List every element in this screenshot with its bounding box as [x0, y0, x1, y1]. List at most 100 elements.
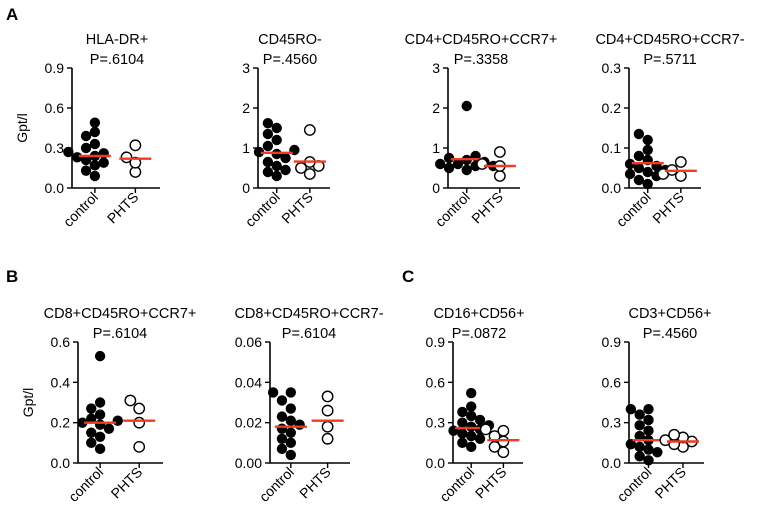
data-point-control [276, 395, 288, 406]
data-point-control [474, 433, 486, 444]
data-point-control [474, 414, 486, 426]
chart-title: CD4+CD45RO+CCR7- [595, 32, 744, 48]
y-tick-label: 0.4 [51, 374, 71, 390]
y-tick-label: 0.6 [45, 100, 65, 116]
data-point-phts [133, 402, 146, 415]
data-point-control [89, 117, 101, 128]
data-point-control [633, 174, 645, 186]
chart-panel-4: CD4+CD45RO+CCR7-P=.57110.00.10.20.3contr… [595, 32, 744, 230]
data-point-control [643, 425, 654, 436]
x-category-label-phts: PHTS [108, 464, 146, 502]
data-point-phts [133, 440, 146, 453]
y-tick-label: 0.3 [602, 60, 622, 76]
data-point-control [624, 158, 636, 170]
data-point-control [89, 138, 101, 150]
data-point-control [435, 158, 446, 170]
data-point-control [634, 430, 645, 442]
data-point-control [633, 162, 645, 174]
y-tick-label: 0.1 [602, 140, 622, 156]
data-point-control [89, 126, 101, 138]
y-tick-label: 0.6 [51, 334, 71, 350]
data-point-control [86, 413, 97, 424]
y-tick-label: 0.2 [51, 415, 71, 431]
data-point-control [80, 130, 92, 142]
data-point-control [285, 437, 296, 449]
data-point-control [285, 427, 296, 438]
data-point-control [652, 447, 663, 458]
data-point-phts [674, 156, 687, 168]
data-point-control [280, 164, 291, 176]
data-point-control [276, 443, 288, 455]
data-point-control [294, 419, 305, 430]
data-point-control [276, 423, 288, 434]
y-tick-label: 0.00 [235, 455, 262, 471]
chart-title: CD8+CD45RO+CCR7- [234, 306, 383, 322]
y-tick-label: 0.0 [602, 455, 622, 471]
panel-letter-a: A [6, 5, 18, 24]
data-point-control [466, 421, 477, 432]
x-category-label-control: control [256, 464, 297, 505]
x-category-label-phts: PHTS [104, 189, 142, 227]
chart-title: CD3+CD56+ [628, 306, 711, 322]
p-value-label: P=.5711 [643, 52, 696, 68]
data-point-control [466, 441, 477, 453]
data-point-control [94, 409, 106, 420]
data-point-control [262, 140, 274, 152]
data-point-control [80, 165, 92, 176]
p-value-label: P=.4560 [643, 326, 697, 342]
p-value-label: P=.4560 [263, 52, 317, 68]
data-point-control [643, 404, 654, 415]
y-tick-label: 0.0 [426, 455, 446, 471]
data-point-control [63, 146, 74, 158]
y-tick-label: 2 [242, 100, 250, 116]
y-tick-label: 0.02 [235, 415, 262, 431]
y-tick-label: 0.6 [426, 374, 446, 390]
data-point-control [443, 152, 455, 164]
chart-title: CD16+CD56+ [433, 306, 524, 322]
p-value-label: P=.3358 [454, 52, 508, 68]
data-point-control [642, 166, 653, 178]
x-category-label-phts: PHTS [468, 189, 506, 227]
y-tick-label: 0.9 [426, 334, 446, 350]
data-point-phts [303, 168, 316, 180]
panel-letter-c: C [402, 267, 414, 286]
data-point-control [86, 403, 97, 414]
data-point-phts [133, 416, 146, 429]
data-point-control [457, 417, 468, 428]
data-point-control [633, 128, 645, 140]
data-point-control [103, 423, 115, 434]
data-point-control [80, 142, 92, 154]
data-point-control [633, 150, 645, 162]
data-point-control [112, 415, 123, 426]
data-point-control [280, 152, 291, 164]
chart-panel-1: HLA-DR+ P=.6104 0.0 0.3 0.6 0.9 Gpt/l control PH… [14, 32, 160, 230]
y-tick-label: 0 [432, 180, 440, 196]
y-axis-label: Gpt/l [20, 388, 36, 418]
data-point-control [452, 158, 464, 170]
x-category-label-control: control [65, 464, 106, 505]
data-point-control [643, 455, 654, 466]
data-point-phts [493, 170, 506, 182]
data-point-phts [321, 390, 334, 403]
y-tick-label: 3 [432, 60, 440, 76]
y-tick-label: 0.0 [45, 180, 65, 196]
data-point-control [262, 166, 274, 178]
data-point-control [276, 411, 288, 422]
data-point-control [271, 122, 282, 134]
y-tick-label: 3 [242, 60, 250, 76]
data-point-control [634, 420, 645, 431]
data-point-control [94, 443, 106, 455]
data-point-control [94, 397, 106, 408]
data-point-phts [120, 151, 133, 164]
data-point-phts [476, 158, 489, 170]
data-point-control [457, 428, 468, 439]
chart-title: HLA-DR+ [86, 32, 148, 48]
data-point-control [262, 118, 274, 129]
data-point-control [624, 168, 636, 180]
data-point-control [643, 444, 654, 455]
data-point-control [271, 134, 282, 146]
